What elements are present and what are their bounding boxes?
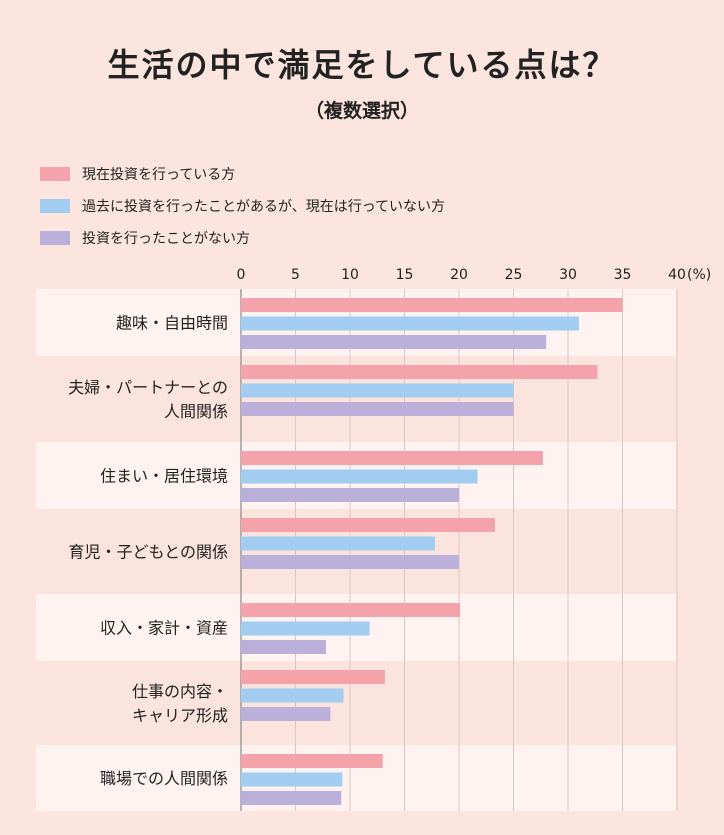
x-tick-label: 20	[450, 267, 468, 283]
category-label: 人間関係	[164, 402, 228, 421]
x-unit-label: (%)	[687, 267, 711, 283]
bar	[241, 670, 385, 684]
x-tick-label: 5	[291, 267, 300, 283]
category-label: キャリア形成	[132, 706, 228, 725]
legend-item-never: 投資を行ったことがない方	[40, 222, 445, 254]
chart-title: 生活の中で満足をしている点は？	[107, 46, 617, 84]
bar	[241, 518, 495, 532]
bar	[241, 365, 598, 379]
x-tick-label: 40	[668, 267, 686, 283]
bar	[241, 402, 514, 416]
category-label: 夫婦・パートナーとの	[68, 378, 228, 397]
bar	[241, 316, 579, 331]
category-label: 収入・家計・資産	[100, 619, 228, 638]
legend-label-never: 投資を行ったことがない方	[82, 231, 250, 247]
category-label: 職場での人間関係	[100, 769, 228, 788]
bar	[241, 707, 331, 721]
category-label: 趣味・自由時間	[116, 314, 228, 333]
bar	[241, 640, 327, 654]
legend: 現在投資を行っている方 過去に投資を行ったことがあるが、現在は行っていない方 投…	[40, 158, 445, 254]
bar	[241, 469, 478, 484]
bar	[241, 488, 459, 502]
bar	[241, 536, 436, 551]
legend-item-past: 過去に投資を行ったことがあるが、現在は行っていない方	[40, 190, 445, 222]
x-tick-label: 30	[559, 267, 577, 283]
x-tick-label: 10	[341, 267, 359, 283]
x-tick-label: 0	[237, 267, 246, 283]
x-tick-label: 35	[614, 267, 632, 283]
bar	[241, 688, 344, 703]
bar	[241, 451, 543, 465]
bar	[241, 754, 383, 768]
legend-label-past: 過去に投資を行ったことがあるが、現在は行っていない方	[82, 199, 446, 215]
chart-subtitle: （複数選択）	[304, 100, 419, 122]
legend-swatch-current	[40, 167, 70, 181]
category-label: 仕事の内容・	[132, 682, 228, 701]
bar	[241, 298, 623, 312]
bar	[241, 383, 514, 398]
legend-label-current: 現在投資を行っている方	[82, 167, 236, 183]
x-tick-label: 15	[396, 267, 414, 283]
bar	[241, 555, 459, 569]
category-label: 住まい・居住環境	[100, 467, 228, 486]
bar	[241, 603, 461, 617]
bar	[241, 621, 370, 636]
bar	[241, 772, 343, 787]
legend-item-current: 現在投資を行っている方	[40, 158, 445, 190]
bar	[241, 791, 342, 805]
legend-swatch-never	[40, 231, 70, 245]
legend-swatch-past	[40, 199, 70, 213]
bar	[241, 335, 547, 349]
category-label: 育児・子どもとの関係	[68, 543, 228, 562]
x-tick-label: 25	[505, 267, 523, 283]
